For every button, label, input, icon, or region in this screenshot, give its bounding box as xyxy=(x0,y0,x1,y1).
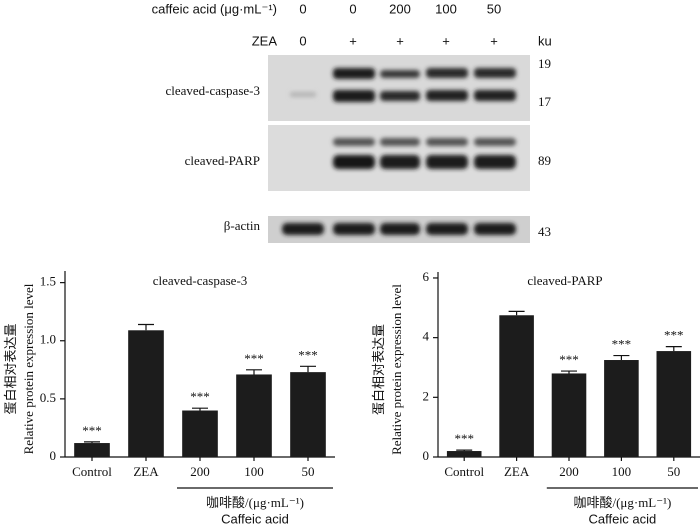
x-tick-label: ZEA xyxy=(504,464,530,479)
chart-title: cleaved-caspase-3 xyxy=(153,273,248,288)
lane-label: 0 xyxy=(299,33,306,48)
error-bar xyxy=(456,449,473,452)
y-tick-label: 0 xyxy=(423,448,430,463)
x-tick-label: 200 xyxy=(190,464,210,479)
significance: *** xyxy=(612,337,632,352)
x-tick-label: 200 xyxy=(559,464,579,479)
error-bar xyxy=(665,345,682,352)
significance: *** xyxy=(190,389,210,404)
marker: 89 xyxy=(538,153,551,168)
error-bar xyxy=(246,369,262,375)
bar xyxy=(499,315,534,457)
error-bar xyxy=(84,441,100,444)
y-tick-label: 2 xyxy=(423,388,430,403)
y-axis-label: 蛋白相对表达量 xyxy=(3,323,18,414)
error-bar xyxy=(138,323,154,331)
bar xyxy=(236,374,272,457)
panel-label: cleaved-PARP xyxy=(185,153,260,168)
x-tick-label: ZEA xyxy=(133,464,159,479)
lane-label: + xyxy=(490,33,498,48)
x-tick-label: Control xyxy=(72,464,112,479)
lane-label: + xyxy=(396,33,404,48)
x-axis-label: Caffeic acid xyxy=(589,511,657,526)
bar xyxy=(74,443,110,457)
x-tick-label: 50 xyxy=(302,464,315,479)
y-axis-label: 蛋白相对表达量 xyxy=(371,324,386,415)
error-bar xyxy=(192,407,208,411)
bar xyxy=(128,330,164,457)
y-tick-label: 0 xyxy=(50,448,57,463)
x-axis-label: 咖啡酸/(μg·mL⁻¹) xyxy=(573,495,671,510)
x-tick-label: 100 xyxy=(612,464,632,479)
x-axis-label: Caffeic acid xyxy=(221,511,289,526)
error-bar xyxy=(561,370,577,374)
error-bar xyxy=(613,354,630,361)
y-tick-label: 6 xyxy=(423,269,430,284)
error-bar xyxy=(508,310,525,316)
x-tick-label: Control xyxy=(444,464,484,479)
bands xyxy=(282,68,516,235)
y-tick-label: 0.5 xyxy=(40,390,56,405)
bar xyxy=(656,351,692,457)
y-tick-label: 1.0 xyxy=(40,332,56,347)
significance: *** xyxy=(82,423,102,438)
unit: ku xyxy=(538,33,552,48)
marker: 17 xyxy=(538,94,552,109)
significance: *** xyxy=(664,328,684,343)
lane-label: 0 xyxy=(299,1,306,16)
lane-label: 100 xyxy=(435,1,457,16)
bar xyxy=(290,372,326,457)
lane-label: 200 xyxy=(389,1,411,16)
lane-label: + xyxy=(442,33,450,48)
panel-label: β-actin xyxy=(224,218,261,233)
y-tick-label: 4 xyxy=(423,329,430,344)
bar xyxy=(182,410,218,457)
y-tick-label: 1.5 xyxy=(40,274,56,289)
x-tick-label: 100 xyxy=(244,464,264,479)
significance: *** xyxy=(559,352,579,367)
row-label: ZEA xyxy=(252,33,278,48)
lane-label: + xyxy=(349,33,357,48)
x-axis-label: 咖啡酸/(μg·mL⁻¹) xyxy=(206,495,304,510)
marker: 19 xyxy=(538,56,551,71)
significance: *** xyxy=(244,351,264,366)
chart-title: cleaved-PARP xyxy=(527,273,602,288)
lane-label: 0 xyxy=(349,1,356,16)
x-tick-label: 50 xyxy=(667,464,680,479)
panel-label: cleaved-caspase-3 xyxy=(165,83,260,98)
y-axis-label: Relative protein expression level xyxy=(389,284,404,455)
bar xyxy=(446,451,482,457)
significance: *** xyxy=(298,347,318,362)
lane-label: 50 xyxy=(487,1,501,16)
blot-panel xyxy=(268,55,530,121)
bar xyxy=(551,373,587,457)
bar xyxy=(604,360,639,457)
y-axis-label: Relative protein expression level xyxy=(21,283,36,454)
error-bar xyxy=(300,365,316,373)
significance: *** xyxy=(454,431,474,446)
row-label: caffeic acid (μg·mL⁻¹) xyxy=(152,1,277,16)
marker: 43 xyxy=(538,224,551,239)
